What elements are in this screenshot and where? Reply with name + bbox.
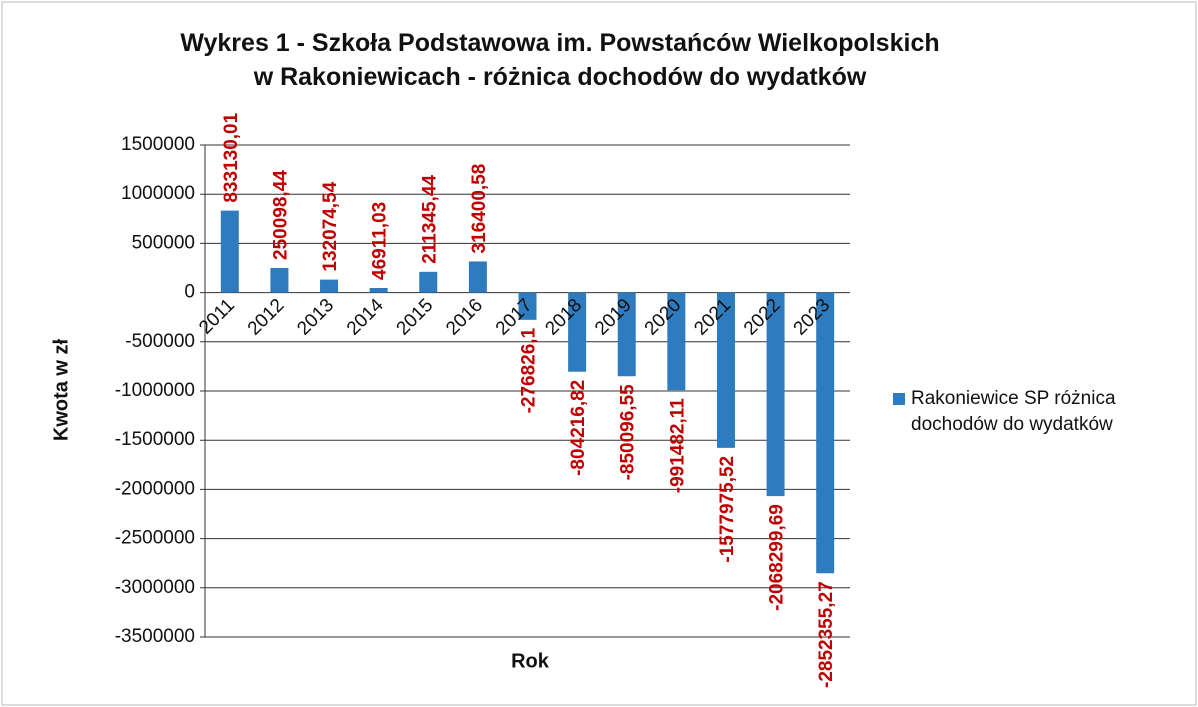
y-tick-label: -500000 bbox=[125, 331, 195, 352]
legend: Rakoniewice SP różnica dochodów do wydat… bbox=[893, 386, 1183, 438]
y-tick-label: -1000000 bbox=[115, 380, 195, 401]
y-tick-label: 0 bbox=[184, 282, 195, 303]
legend-swatch bbox=[893, 393, 905, 405]
value-label: -991482,11 bbox=[667, 398, 688, 494]
x-axis-title: Rok bbox=[511, 650, 550, 672]
bar bbox=[369, 287, 388, 293]
bar bbox=[716, 292, 735, 448]
bar bbox=[766, 292, 785, 497]
value-label: -804216,82 bbox=[568, 380, 589, 476]
y-tick-label: -3000000 bbox=[115, 577, 195, 598]
bar bbox=[468, 261, 487, 293]
bar bbox=[816, 292, 835, 574]
y-tick-label: 1500000 bbox=[121, 134, 195, 155]
value-label: 833130,01 bbox=[221, 112, 242, 202]
bar bbox=[270, 267, 289, 293]
value-label: 211345,44 bbox=[419, 175, 440, 264]
bar bbox=[419, 271, 438, 293]
bar bbox=[667, 292, 686, 391]
value-label: 46911,03 bbox=[370, 202, 391, 280]
value-label: -850096,55 bbox=[618, 384, 639, 481]
value-label: 250098,44 bbox=[270, 170, 291, 260]
value-label: 316400,58 bbox=[469, 164, 490, 254]
value-label: 132074,54 bbox=[320, 181, 341, 271]
bar bbox=[518, 292, 537, 320]
y-axis-title: Kwota w zł bbox=[50, 338, 72, 441]
chart-title: Wykres 1 - Szkoła Podstawowa im. Powstań… bbox=[180, 29, 940, 91]
bar bbox=[568, 292, 587, 372]
bar bbox=[320, 279, 339, 293]
legend-label: Rakoniewice SP różnica dochodów do wydat… bbox=[911, 388, 1116, 435]
y-tick-label: -2000000 bbox=[115, 478, 195, 499]
bar bbox=[220, 210, 239, 293]
value-label: -276826,1 bbox=[519, 327, 540, 413]
y-tick-label: 1000000 bbox=[121, 183, 195, 204]
bar bbox=[617, 292, 636, 377]
value-label: -2852355,27 bbox=[816, 581, 837, 688]
y-tick-label: -2500000 bbox=[115, 528, 195, 549]
value-label: -2068299,69 bbox=[767, 504, 788, 611]
y-tick-label: -3500000 bbox=[115, 626, 195, 647]
value-label: -1577975,52 bbox=[717, 456, 738, 563]
y-tick-label: 500000 bbox=[132, 232, 195, 253]
y-tick-label: -1500000 bbox=[115, 429, 195, 450]
